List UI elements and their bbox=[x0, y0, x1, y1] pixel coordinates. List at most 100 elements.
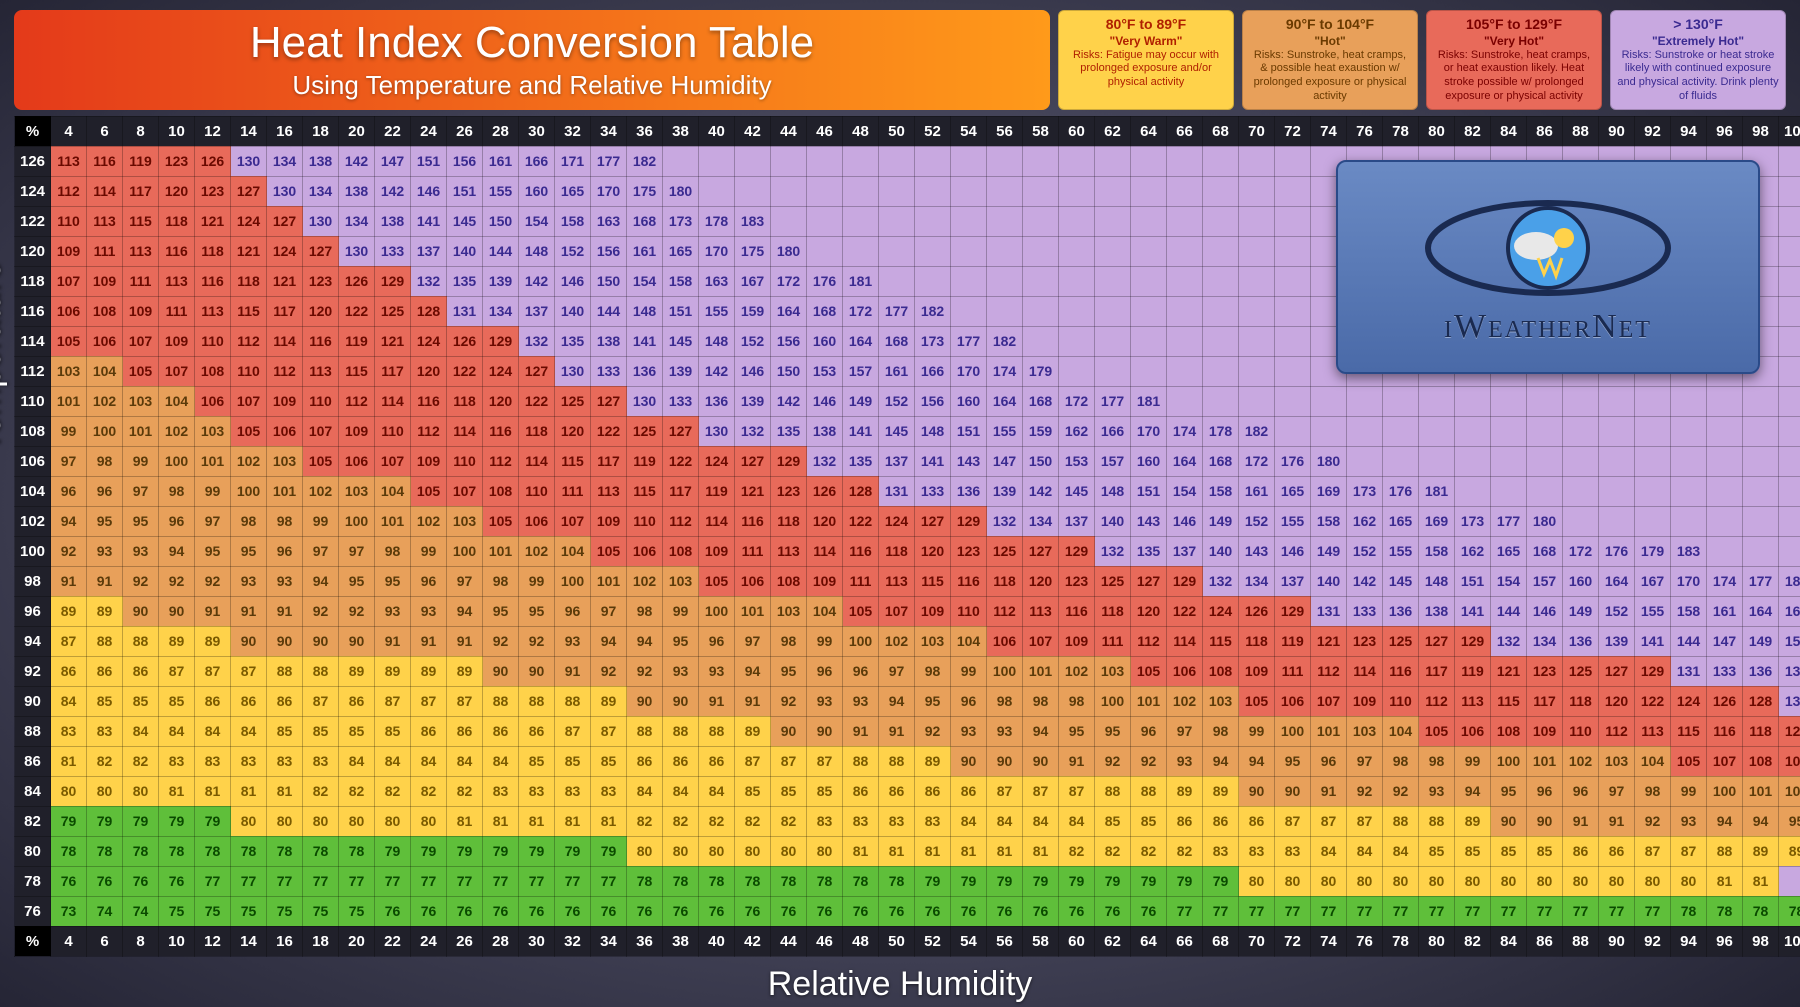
heat-index-cell: 167 bbox=[735, 266, 771, 296]
humidity-header: 14 bbox=[231, 116, 267, 146]
heat-index-cell: 91 bbox=[699, 686, 735, 716]
heat-index-cell: 86 bbox=[1599, 836, 1635, 866]
heat-index-cell: 142 bbox=[1023, 476, 1059, 506]
heat-index-cell: 101 bbox=[1023, 656, 1059, 686]
heat-index-cell: 80 bbox=[1527, 866, 1563, 896]
heat-index-cell: 90 bbox=[1023, 746, 1059, 776]
heat-index-cell: 80 bbox=[267, 806, 303, 836]
heat-index-cell: 138 bbox=[1419, 596, 1455, 626]
heat-index-cell: 114 bbox=[699, 506, 735, 536]
heat-index-cell: 152 bbox=[879, 386, 915, 416]
heat-index-cell bbox=[1599, 416, 1635, 446]
heat-index-cell: 180 bbox=[1311, 446, 1347, 476]
heat-index-cell: 112 bbox=[1311, 656, 1347, 686]
humidity-header: 30 bbox=[519, 926, 555, 956]
heat-index-cell bbox=[1203, 236, 1239, 266]
heat-index-cell: 120 bbox=[483, 386, 519, 416]
heat-index-cell: 149 bbox=[1311, 536, 1347, 566]
heat-index-cell bbox=[1167, 146, 1203, 176]
heat-index-cell: 82 bbox=[771, 806, 807, 836]
heat-index-cell: 84 bbox=[375, 746, 411, 776]
heat-index-cell bbox=[1131, 356, 1167, 386]
heat-index-cell: 124 bbox=[879, 506, 915, 536]
heat-index-cell: 117 bbox=[1527, 686, 1563, 716]
heat-index-cell: 87 bbox=[1311, 806, 1347, 836]
heat-index-cell: 87 bbox=[591, 716, 627, 746]
humidity-header: 48 bbox=[843, 116, 879, 146]
temperature-header: 92 bbox=[15, 656, 51, 686]
heat-index-cell bbox=[1743, 386, 1779, 416]
heat-index-cell: 110 bbox=[627, 506, 663, 536]
humidity-header: 50 bbox=[879, 116, 915, 146]
heat-index-cell: 86 bbox=[267, 686, 303, 716]
heat-index-cell: 179 bbox=[1635, 536, 1671, 566]
heat-index-cell: 94 bbox=[1239, 746, 1275, 776]
heat-index-cell: 119 bbox=[1275, 626, 1311, 656]
heat-index-cell: 141 bbox=[1635, 626, 1671, 656]
heat-index-cell: 93 bbox=[807, 686, 843, 716]
heat-index-cell: 97 bbox=[591, 596, 627, 626]
heat-index-cell: 80 bbox=[339, 806, 375, 836]
humidity-header: 54 bbox=[951, 926, 987, 956]
heat-index-cell bbox=[1635, 506, 1671, 536]
heat-index-cell: 152 bbox=[1599, 596, 1635, 626]
heat-index-cell bbox=[807, 176, 843, 206]
heat-index-cell: 94 bbox=[1455, 776, 1491, 806]
heat-index-cell: 172 bbox=[843, 296, 879, 326]
heat-index-cell: 100 bbox=[843, 626, 879, 656]
temperature-header: 94 bbox=[15, 626, 51, 656]
heat-index-cell: 177 bbox=[879, 296, 915, 326]
heat-index-cell: 116 bbox=[159, 236, 195, 266]
heat-index-cell: 84 bbox=[51, 686, 87, 716]
heat-index-cell bbox=[1311, 416, 1347, 446]
heat-index-cell: 98 bbox=[483, 566, 519, 596]
heat-index-cell: 82 bbox=[1131, 836, 1167, 866]
humidity-header: 80 bbox=[1419, 926, 1455, 956]
heat-index-cell: 128 bbox=[1743, 686, 1779, 716]
humidity-header: 12 bbox=[195, 926, 231, 956]
heat-index-cell: 92 bbox=[483, 626, 519, 656]
temperature-header: 112 bbox=[15, 356, 51, 386]
heat-index-cell: 144 bbox=[1491, 596, 1527, 626]
heat-index-cell: 89 bbox=[915, 746, 951, 776]
heat-index-cell bbox=[1599, 476, 1635, 506]
heat-index-cell: 123 bbox=[951, 536, 987, 566]
heat-index-cell: 95 bbox=[1275, 746, 1311, 776]
heat-index-cell: 86 bbox=[1167, 806, 1203, 836]
heat-index-cell: 118 bbox=[1095, 596, 1131, 626]
humidity-header: 90 bbox=[1599, 926, 1635, 956]
heat-index-cell: 89 bbox=[1167, 776, 1203, 806]
heat-index-cell bbox=[1095, 266, 1131, 296]
heat-index-cell: 90 bbox=[303, 626, 339, 656]
heat-index-cell: 111 bbox=[87, 236, 123, 266]
heat-index-cell: 83 bbox=[519, 776, 555, 806]
heat-index-cell bbox=[915, 146, 951, 176]
heat-index-cell: 77 bbox=[1167, 896, 1203, 926]
heat-index-cell: 133 bbox=[375, 236, 411, 266]
heat-index-cell bbox=[1419, 446, 1455, 476]
heat-index-cell: 102 bbox=[411, 506, 447, 536]
heat-index-cell: 153 bbox=[1059, 446, 1095, 476]
heat-index-cell bbox=[1203, 206, 1239, 236]
heat-index-cell: 88 bbox=[1383, 806, 1419, 836]
heat-index-cell: 138 bbox=[1779, 656, 1800, 686]
heat-index-cell: 80 bbox=[627, 836, 663, 866]
heat-index-cell: 112 bbox=[339, 386, 375, 416]
heat-index-cell: 80 bbox=[1347, 866, 1383, 896]
heat-index-cell: 93 bbox=[375, 596, 411, 626]
heat-index-cell: 176 bbox=[1383, 476, 1419, 506]
heat-index-cell: 112 bbox=[1599, 716, 1635, 746]
heat-index-cell: 91 bbox=[51, 566, 87, 596]
heat-index-cell: 151 bbox=[663, 296, 699, 326]
humidity-header: 8 bbox=[123, 926, 159, 956]
heat-index-cell: 114 bbox=[1347, 656, 1383, 686]
heat-index-cell: 166 bbox=[519, 146, 555, 176]
heat-index-cell: 79 bbox=[555, 836, 591, 866]
heat-index-cell: 132 bbox=[807, 446, 843, 476]
heat-index-cell: 181 bbox=[1419, 476, 1455, 506]
humidity-header: 8 bbox=[123, 116, 159, 146]
heat-index-cell: 81 bbox=[843, 836, 879, 866]
heat-index-cell: 83 bbox=[483, 776, 519, 806]
heat-index-cell: 124 bbox=[411, 326, 447, 356]
heat-index-cell: 93 bbox=[555, 626, 591, 656]
